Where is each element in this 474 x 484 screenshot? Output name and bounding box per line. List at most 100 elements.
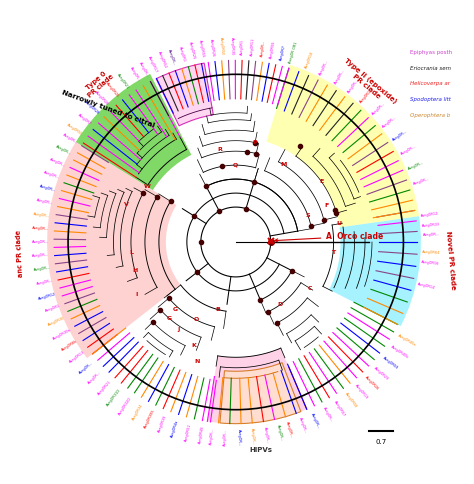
Text: AsegOR OR1: AsegOR OR1 bbox=[289, 41, 299, 64]
Text: AsegOR26: AsegOR26 bbox=[94, 91, 110, 106]
Text: AsegOR21: AsegOR21 bbox=[97, 379, 112, 396]
Text: AsegOR30: AsegOR30 bbox=[47, 316, 66, 327]
Text: AsegOR...: AsegOR... bbox=[322, 406, 333, 423]
Text: Spodoptera litt: Spodoptera litt bbox=[410, 97, 451, 102]
Text: AsegOR...: AsegOR... bbox=[62, 132, 78, 145]
Text: AsegOR14: AsegOR14 bbox=[418, 282, 436, 290]
Text: AsegOR...: AsegOR... bbox=[32, 226, 49, 231]
Text: AsegOR...: AsegOR... bbox=[48, 157, 66, 168]
Text: AsegOR...: AsegOR... bbox=[346, 78, 360, 94]
Text: AsegOR12: AsegOR12 bbox=[420, 212, 439, 218]
Text: AsegOR25: AsegOR25 bbox=[188, 42, 196, 60]
Text: AsegOR26: AsegOR26 bbox=[209, 38, 215, 57]
Text: AsegOR57: AsegOR57 bbox=[333, 399, 346, 417]
Text: AsegOR58: AsegOR58 bbox=[344, 392, 358, 409]
Text: HIPVs: HIPVs bbox=[250, 447, 273, 453]
Text: J: J bbox=[177, 327, 180, 333]
Text: AsegOR7: AsegOR7 bbox=[77, 113, 92, 126]
Text: O: O bbox=[193, 318, 199, 322]
Text: AsegOR...: AsegOR... bbox=[319, 60, 330, 76]
Text: AsegOR39: AsegOR39 bbox=[157, 414, 168, 433]
Text: AsegOR...: AsegOR... bbox=[263, 426, 270, 444]
Text: AsegOR29: AsegOR29 bbox=[374, 365, 390, 381]
Text: W: W bbox=[144, 184, 150, 189]
Text: D: D bbox=[277, 302, 283, 307]
Text: AsegOR11: AsegOR11 bbox=[250, 37, 255, 56]
Text: P: P bbox=[253, 140, 257, 145]
Wedge shape bbox=[266, 65, 419, 227]
Text: AsegOR...: AsegOR... bbox=[32, 253, 49, 258]
Text: AsegOR1: AsegOR1 bbox=[240, 39, 245, 55]
Text: AsegOR55: AsegOR55 bbox=[269, 40, 277, 59]
Text: AsegOR17: AsegOR17 bbox=[147, 55, 159, 74]
Text: AsegOR...: AsegOR... bbox=[36, 279, 54, 287]
Text: AsegOR...: AsegOR... bbox=[78, 361, 94, 375]
Text: N: N bbox=[194, 359, 200, 364]
Text: Novel PR clade: Novel PR clade bbox=[445, 230, 456, 290]
Text: AsegOR4S: AsegOR4S bbox=[198, 426, 205, 444]
Text: AsegOR33: AsegOR33 bbox=[422, 222, 440, 227]
Text: AsegOR...: AsegOR... bbox=[298, 417, 308, 435]
Text: Operophtera b: Operophtera b bbox=[410, 113, 451, 118]
Text: AsegOR52: AsegOR52 bbox=[157, 51, 168, 70]
Text: AsegOR19: AsegOR19 bbox=[355, 384, 369, 401]
Text: AsegOR30: AsegOR30 bbox=[230, 37, 235, 55]
Text: A  Orco clade: A Orco clade bbox=[274, 232, 383, 242]
Text: AsegOR...: AsegOR... bbox=[333, 68, 346, 85]
Text: I: I bbox=[136, 292, 138, 297]
Text: AsegOR55: AsegOR55 bbox=[198, 40, 205, 58]
Text: AsegOR...: AsegOR... bbox=[167, 48, 177, 66]
Text: anc PR clade: anc PR clade bbox=[15, 229, 24, 277]
Text: Eriocrania sem: Eriocrania sem bbox=[410, 66, 451, 71]
Text: AsegOR...: AsegOR... bbox=[223, 428, 228, 446]
Text: M: M bbox=[281, 163, 287, 167]
Text: AsegOR...: AsegOR... bbox=[276, 424, 283, 441]
Text: AsegOR...: AsegOR... bbox=[34, 212, 51, 218]
Text: AsegOR1: AsegOR1 bbox=[44, 304, 61, 313]
Text: AsegOR...: AsegOR... bbox=[88, 370, 103, 385]
Text: AsegOR55: AsegOR55 bbox=[66, 122, 84, 136]
Text: AsegOR...: AsegOR... bbox=[32, 240, 49, 244]
Text: AsegOR...: AsegOR... bbox=[209, 427, 215, 445]
Text: AsegOR39S: AsegOR39S bbox=[143, 409, 155, 429]
Text: R: R bbox=[217, 147, 222, 151]
Text: AsegOR34: AsegOR34 bbox=[131, 403, 144, 421]
Text: AsegOR31D: AsegOR31D bbox=[106, 388, 122, 407]
Text: AsegOR50: AsegOR50 bbox=[219, 37, 225, 56]
Text: AsegOR...: AsegOR... bbox=[382, 115, 398, 129]
Wedge shape bbox=[76, 74, 191, 190]
Text: AsegOR20: AsegOR20 bbox=[105, 81, 120, 98]
Text: AsegOR51: AsegOR51 bbox=[184, 423, 192, 442]
Text: AsegOR...: AsegOR... bbox=[400, 144, 417, 156]
Text: AsegOR32D: AsegOR32D bbox=[118, 396, 133, 416]
Text: B: B bbox=[215, 307, 220, 312]
Text: AsegOR30a: AsegOR30a bbox=[52, 328, 72, 341]
Text: AsegOR...: AsegOR... bbox=[250, 428, 255, 445]
Wedge shape bbox=[207, 348, 307, 424]
Text: 0.7: 0.7 bbox=[375, 439, 386, 445]
Text: AsegOR...: AsegOR... bbox=[413, 177, 430, 186]
Text: AsegOR7: AsegOR7 bbox=[279, 45, 287, 61]
Text: AsegOR...: AsegOR... bbox=[422, 233, 440, 238]
Wedge shape bbox=[220, 363, 301, 424]
Text: L: L bbox=[129, 250, 134, 256]
Text: F: F bbox=[324, 203, 328, 208]
Text: C: C bbox=[308, 286, 312, 291]
Text: AsegOR...: AsegOR... bbox=[36, 197, 54, 205]
Text: Type 0
PR clade: Type 0 PR clade bbox=[82, 68, 115, 99]
Text: Epiphyas posth: Epiphyas posth bbox=[410, 50, 453, 55]
Text: AsegOR13: AsegOR13 bbox=[69, 350, 86, 364]
Wedge shape bbox=[47, 142, 181, 358]
Text: AsegOR1: AsegOR1 bbox=[178, 46, 186, 63]
Text: AsegOR...: AsegOR... bbox=[39, 184, 57, 193]
Text: AsegOR...: AsegOR... bbox=[43, 170, 61, 180]
Text: AsegOR...: AsegOR... bbox=[237, 429, 241, 446]
Wedge shape bbox=[156, 63, 213, 126]
Text: G: G bbox=[167, 316, 172, 321]
Text: AsegOR18: AsegOR18 bbox=[304, 51, 315, 70]
Text: AsegOR...: AsegOR... bbox=[407, 160, 424, 171]
Text: AsegOR...: AsegOR... bbox=[260, 40, 266, 57]
Text: AsegOR26: AsegOR26 bbox=[364, 375, 380, 391]
Text: AsegOR1: AsegOR1 bbox=[359, 90, 373, 105]
Wedge shape bbox=[329, 216, 421, 326]
